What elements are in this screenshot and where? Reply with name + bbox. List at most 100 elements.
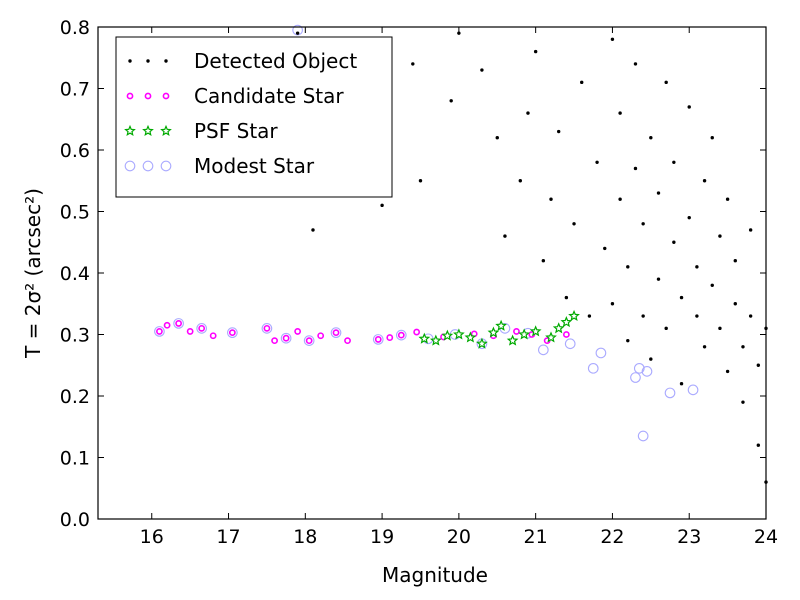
y-tick-label: 0.1	[60, 448, 90, 470]
detected-object-point	[610, 302, 615, 306]
detected-object-point	[580, 80, 584, 85]
detected-object-point	[656, 277, 661, 281]
legend: Detected Object Candidate Star PSF Star Mod…	[115, 36, 393, 198]
x-axis-label: Magnitude	[382, 563, 488, 587]
detected-object-point	[733, 259, 737, 263]
detected-object-point	[748, 314, 753, 318]
y-tick-label: 0.3	[60, 325, 90, 347]
legend-marker-candidate-star	[144, 92, 152, 100]
psf-star-point	[429, 334, 442, 346]
modest-star-point	[303, 335, 315, 347]
detected-object-point	[633, 62, 638, 66]
detected-object-point	[741, 400, 745, 404]
detected-object-point	[748, 228, 753, 232]
detected-object-point	[679, 295, 684, 300]
psf-star-point	[518, 328, 530, 340]
candidate-star-point	[413, 328, 421, 336]
y-tick-label: 0.2	[60, 386, 90, 408]
x-tick-label: 23	[677, 526, 701, 548]
detected-object-point	[718, 234, 722, 238]
modest-star-point	[630, 372, 641, 383]
modest-star-point	[564, 338, 576, 350]
legend-marker-psf-star	[142, 124, 154, 136]
modest-star-point	[372, 334, 384, 345]
candidate-star-point	[282, 334, 290, 342]
legend-marker-candidate-star	[162, 92, 170, 100]
detected-object-point	[549, 197, 553, 201]
detected-object-point	[672, 240, 676, 244]
legend-marker-modest-star	[142, 160, 154, 172]
y-tick-label: 0.0	[60, 509, 90, 531]
modest-star-point	[395, 329, 407, 341]
modest-star-point	[664, 387, 676, 399]
candidate-star-point	[263, 324, 271, 332]
x-tick-label: 21	[524, 526, 548, 548]
detected-object-point	[710, 136, 714, 140]
psf-star-point	[552, 322, 565, 334]
plot-marks	[154, 24, 768, 484]
x-tick-label: 17	[216, 526, 240, 548]
detected-object-point	[556, 129, 561, 134]
detected-object-point	[733, 302, 737, 306]
detected-object-point	[618, 111, 622, 115]
candidate-star-point	[386, 334, 394, 341]
axis-ticks: 16 17 18 19 20 21 22 23 24 0.0 0.1 0.2 0.3 0.4 0.5 0.6 0…	[60, 17, 778, 548]
modest-star-point	[687, 384, 699, 396]
detected-object-point	[564, 295, 569, 300]
x-tick-label: 24	[754, 526, 778, 548]
psf-star-point	[487, 326, 500, 338]
detected-object-point	[626, 338, 630, 343]
detected-object-point	[641, 314, 645, 318]
modest-star-point	[261, 323, 273, 334]
modest-star-point	[633, 362, 645, 374]
detected-object-point	[725, 197, 730, 201]
modest-star-point	[196, 323, 208, 334]
legend-marker-detected-object	[146, 59, 150, 63]
detected-object-point	[411, 62, 415, 66]
detected-object-point	[649, 136, 653, 140]
modest-star-point	[537, 344, 549, 356]
detected-object-point	[526, 111, 530, 115]
detected-object-point	[295, 31, 300, 35]
detected-object-point	[457, 31, 461, 35]
detected-object-point	[725, 369, 730, 374]
psf-star-point	[560, 316, 573, 328]
legend-marker-modest-star	[124, 160, 136, 172]
detected-object-point	[695, 314, 699, 318]
detected-object-point	[633, 166, 638, 171]
y-tick-label: 0.4	[60, 263, 90, 285]
detected-object-point	[572, 222, 576, 226]
candidate-star-point	[228, 329, 236, 337]
detected-object-point	[649, 357, 653, 361]
detected-object-point	[618, 197, 622, 201]
modest-star-point	[330, 327, 342, 339]
psf-star-point	[506, 334, 519, 346]
psf-star-point	[545, 331, 557, 343]
detected-object-point	[702, 179, 707, 183]
x-tick-label: 19	[370, 526, 394, 548]
detected-object-point	[418, 179, 423, 183]
legend-box	[115, 36, 393, 198]
detected-object-point	[311, 228, 315, 232]
y-tick-label: 0.5	[60, 202, 90, 224]
candidate-star-point	[198, 324, 206, 332]
detected-object-point	[656, 191, 661, 195]
detected-object-point	[687, 105, 691, 109]
candidate-star-point	[332, 329, 340, 337]
detected-object-point	[626, 265, 630, 269]
psf-star-point	[568, 309, 580, 322]
modest-star-point	[595, 347, 607, 359]
x-tick-label: 20	[447, 526, 471, 548]
candidate-star-point	[271, 337, 278, 345]
detected-object-point	[695, 265, 699, 269]
legend-label-psf-star: PSF Star	[194, 119, 278, 143]
detected-object-point	[664, 80, 668, 85]
candidate-star-point	[562, 331, 570, 338]
candidate-star-point	[163, 321, 171, 329]
detected-object-point	[449, 99, 453, 103]
candidate-star-point	[175, 320, 183, 327]
modest-star-point	[280, 332, 292, 344]
candidate-star-point	[397, 331, 405, 339]
x-tick-label: 18	[293, 526, 317, 548]
legend-marker-detected-object	[128, 59, 132, 63]
